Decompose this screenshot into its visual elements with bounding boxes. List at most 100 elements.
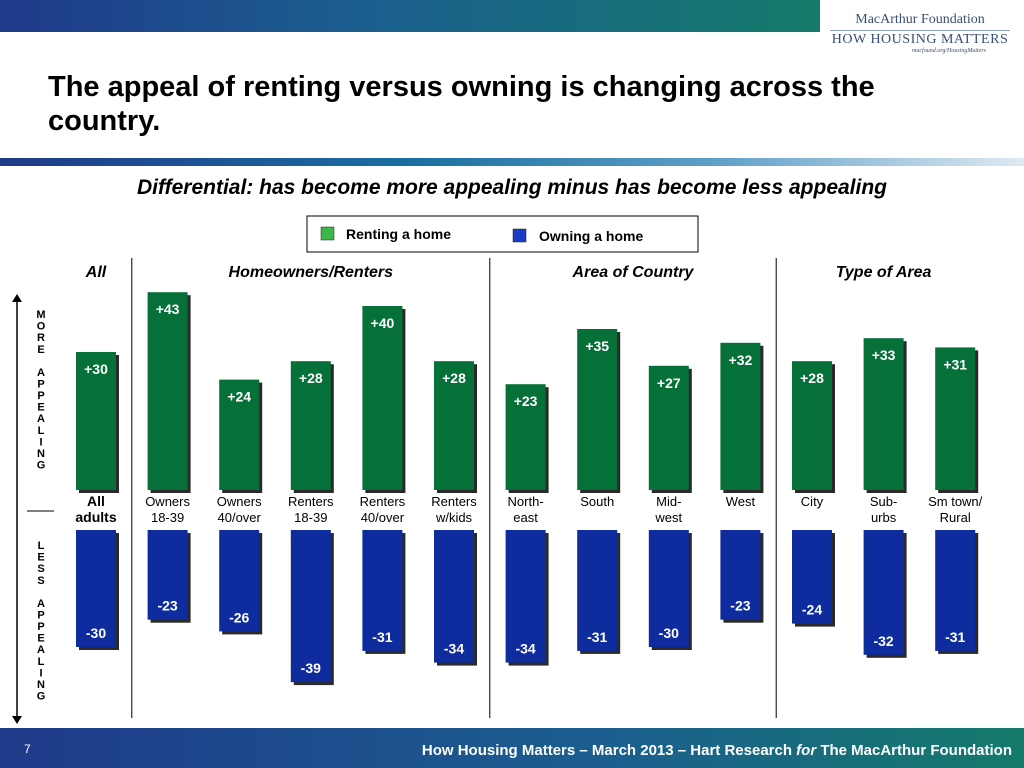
category-label: South (580, 494, 614, 509)
macarthur-logo: MacArthur Foundation HOW HOUSING MATTERS… (830, 12, 1010, 62)
category-label: east (513, 510, 538, 525)
renting-value-label: +27 (657, 375, 681, 391)
side-arrow-up-icon (12, 294, 22, 302)
renting-bar (648, 365, 689, 490)
renting-value-label: +28 (442, 370, 466, 386)
renting-bar (720, 342, 761, 490)
owning-bar (720, 530, 761, 620)
renting-bar (290, 361, 331, 490)
owning-bar (434, 530, 474, 663)
footer-credit-a: How Housing Matters – March 2013 – Hart … (421, 742, 797, 759)
category-label: west (654, 510, 682, 525)
top-banner (0, 0, 820, 32)
owning-value-label: -34 (444, 641, 464, 657)
category-label: 40/over (361, 510, 405, 525)
owning-value-label: -23 (730, 598, 750, 614)
chart-subtitle: Differential: has become more appealing … (136, 176, 887, 199)
slide-title: The appeal of renting versus owning is c… (48, 71, 875, 137)
legend-swatch-renting (320, 226, 335, 241)
logo-foundation-name: MacArthur Foundation (830, 12, 1010, 31)
category-label: Sm town/ (928, 494, 983, 509)
category-label: Renters (431, 494, 477, 509)
renting-bar (792, 361, 832, 490)
renting-bar (577, 329, 618, 490)
category-label: Mid- (656, 494, 681, 509)
owning-bar (935, 530, 976, 651)
category-label: Renters (288, 494, 334, 509)
renting-value-label: +35 (585, 338, 609, 354)
renting-bar (863, 338, 904, 490)
footer-credit-for: for (796, 742, 817, 759)
owning-value-label: -30 (659, 625, 679, 641)
title-divider (0, 158, 1024, 166)
owning-bar (577, 530, 618, 651)
footer-credit: How Housing Matters – March 2013 – Hart … (422, 742, 1012, 759)
category-label: Rural (940, 510, 971, 525)
owning-value-label: -31 (945, 629, 965, 645)
owning-bar (648, 530, 689, 647)
renting-value-label: +28 (800, 370, 824, 386)
owning-bar (219, 530, 260, 632)
renting-value-label: +24 (227, 389, 251, 405)
owning-value-label: -24 (802, 602, 822, 618)
category-label: Sub- (870, 494, 897, 509)
owning-value-label: -34 (515, 641, 535, 657)
legend-label-owning: Owning a home (539, 228, 643, 244)
logo-program-name: HOW HOUSING MATTERS (831, 32, 1009, 47)
renting-value-label: +32 (729, 352, 753, 368)
renting-bar (935, 347, 976, 490)
category-label: w/kids (435, 510, 473, 525)
category-label: Renters (360, 494, 406, 509)
owning-bar (863, 530, 904, 655)
owning-value-label: -31 (372, 629, 392, 645)
renting-value-label: +30 (84, 361, 108, 377)
renting-bar (76, 352, 116, 490)
owning-value-label: -39 (301, 660, 321, 676)
renting-value-label: +23 (514, 393, 538, 409)
footer-credit-b: The MacArthur Foundation (816, 742, 1012, 759)
renting-bar (219, 379, 260, 490)
legend-label-renting: Renting a home (346, 226, 451, 242)
group-header: All (85, 264, 107, 281)
owning-bar (147, 530, 188, 620)
owning-bar (505, 530, 546, 663)
category-label: 18-39 (294, 510, 327, 525)
renting-value-label: +31 (943, 356, 967, 372)
renting-value-label: +28 (299, 370, 323, 386)
bar-chart: Renting a home Owning a home All Homeowners… (12, 215, 983, 724)
side-arrow-down-icon (12, 716, 22, 724)
category-label: All (87, 493, 105, 509)
renting-bar (147, 292, 188, 490)
category-label: City (801, 494, 824, 509)
renting-bar (505, 384, 546, 490)
owning-value-label: -32 (873, 633, 893, 649)
renting-bar (434, 361, 474, 490)
group-header: Area of Country (572, 264, 695, 281)
page-number: 7 (24, 742, 31, 756)
footer-bar: 7 How Housing Matters – March 2013 – Har… (0, 728, 1024, 768)
category-label: Owners (217, 494, 262, 509)
owning-bar (362, 530, 403, 651)
legend-box (306, 215, 699, 253)
logo-url: macfound.org/HousingMatters (912, 48, 986, 54)
owning-value-label: -23 (157, 598, 177, 614)
legend-swatch-owning (512, 228, 527, 243)
category-label: North- (508, 494, 544, 509)
category-label: 18-39 (151, 510, 184, 525)
category-label: 40/over (218, 510, 262, 525)
owning-bar (290, 530, 331, 683)
renting-value-label: +33 (872, 347, 896, 363)
renting-value-label: +40 (371, 315, 395, 331)
category-label: Owners (145, 494, 190, 509)
renting-value-label: +43 (156, 301, 180, 317)
renting-bar (362, 306, 403, 490)
category-label: adults (75, 509, 116, 525)
owning-value-label: -30 (86, 625, 106, 641)
owning-bar (76, 530, 116, 647)
group-header: Homeowners/Renters (229, 264, 394, 281)
owning-value-label: -26 (229, 609, 249, 625)
category-label: urbs (871, 510, 897, 525)
category-label: West (726, 494, 756, 509)
